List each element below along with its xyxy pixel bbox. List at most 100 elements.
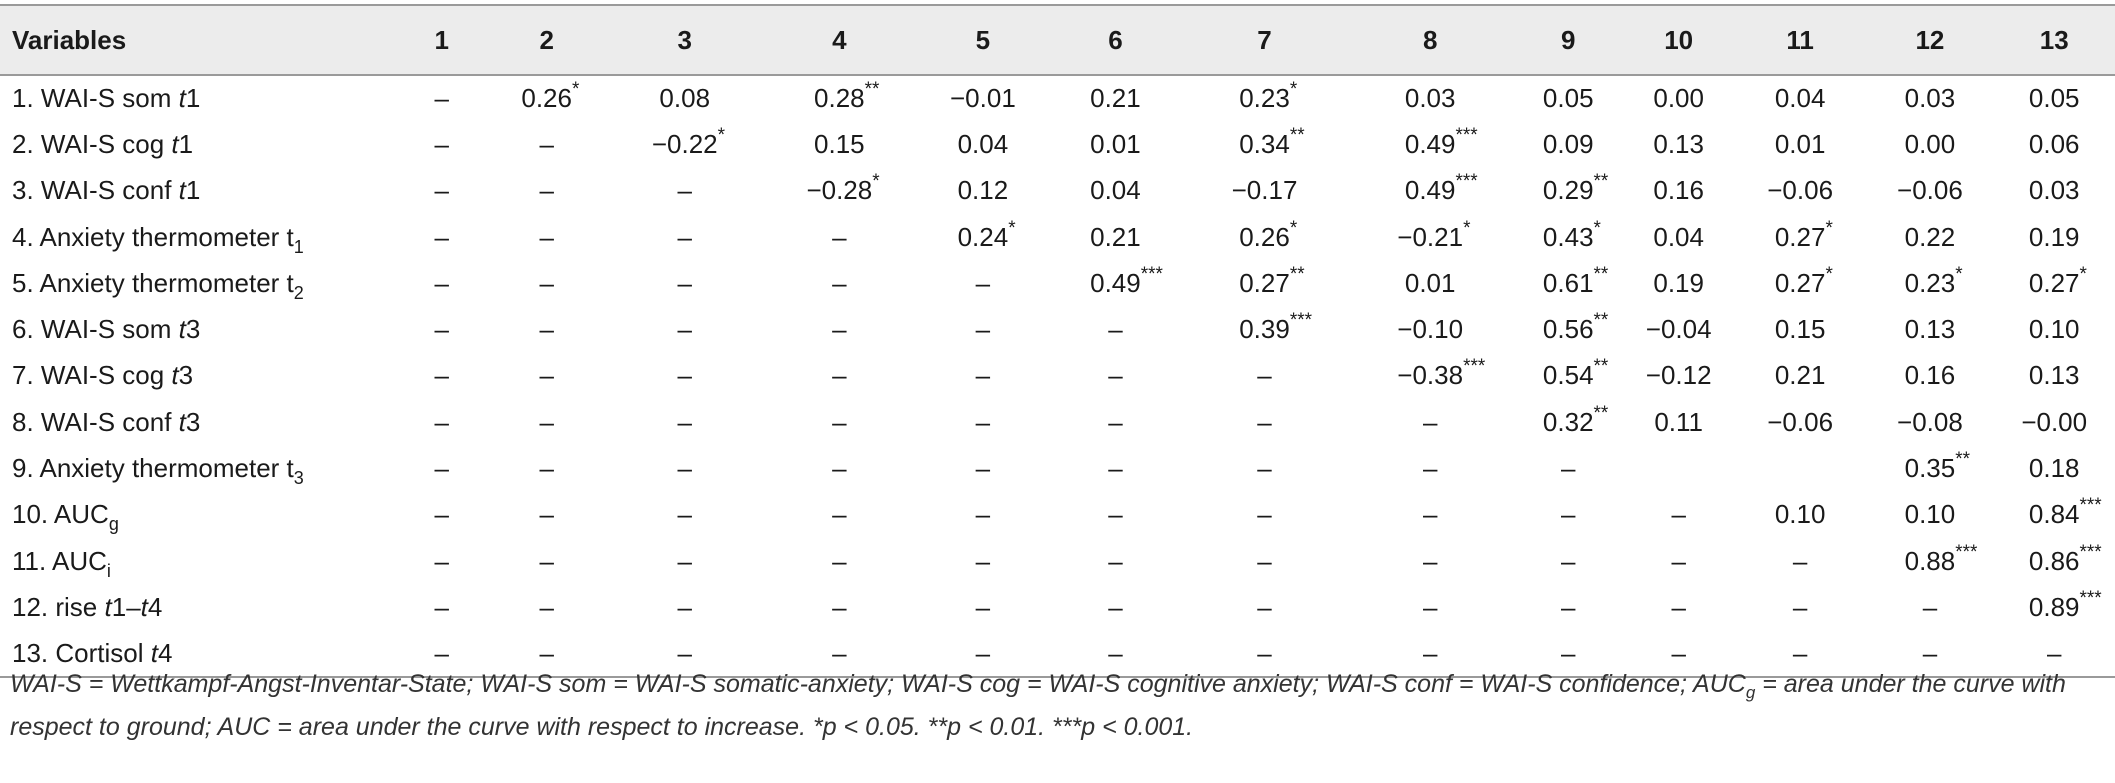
cell-value: – — [832, 591, 847, 622]
cell: −0.00 — [1993, 399, 2115, 445]
cell: – — [1182, 399, 1348, 445]
cell: 0.08 — [607, 75, 762, 121]
cell-value-wrap: – — [677, 592, 691, 623]
row-label: 10. AUCg — [0, 492, 398, 538]
cell-value-wrap: – — [1423, 592, 1437, 623]
cell: – — [607, 445, 762, 491]
cell-value: 0.10 — [2028, 314, 2080, 345]
cell-value: – — [677, 637, 692, 668]
cell: 0.86 *** — [1993, 538, 2115, 584]
cell-value: – — [539, 591, 554, 622]
cell: – — [762, 538, 917, 584]
cell-value: – — [1422, 637, 1438, 668]
cell-value-wrap: – — [1423, 638, 1437, 669]
cell-value: 0.18 — [2028, 453, 2080, 484]
cell-value: – — [434, 128, 449, 159]
row-label-pre: 5. Anxiety thermometer t — [12, 267, 294, 298]
cell: 0.26 * — [1182, 214, 1348, 260]
cell-value: 0.01 — [1090, 128, 1141, 159]
table-row: 12. rise t1–t4– – – – – – – – – – – –0.89 *** — [0, 584, 2115, 630]
cell-value-wrap: – — [832, 268, 846, 299]
cell-value-wrap: – — [435, 546, 449, 577]
cell: 0.13 — [1993, 353, 2115, 399]
cell-value-wrap: – — [1108, 407, 1122, 438]
cell-value-wrap: 0.56 ** — [1543, 310, 1608, 345]
cell-value-wrap: – — [1257, 592, 1271, 623]
cell: 0.54 ** — [1513, 353, 1623, 399]
cell-value: 0.06 — [2028, 128, 2080, 159]
cell-value: – — [832, 499, 847, 530]
footnote-text-2: = area under the curve with respect to g… — [10, 670, 2066, 741]
cell: – — [398, 121, 486, 167]
cell-value-wrap: – — [677, 407, 691, 438]
cell: – — [1049, 630, 1182, 678]
cell: −0.01 — [917, 75, 1050, 121]
cell-value: 0.32 — [1542, 406, 1594, 437]
cell: – — [917, 306, 1050, 352]
cell-value-wrap: 0.26 * — [521, 79, 579, 114]
cell-value-wrap: – — [435, 360, 449, 391]
header-col-6: 6 — [1049, 4, 1182, 76]
row-label-sub: 1 — [293, 236, 304, 257]
cell-value: 0.21 — [1090, 83, 1141, 114]
cell-value: – — [539, 406, 554, 437]
cell-value: 0.43 — [1542, 221, 1594, 252]
cell: – — [486, 538, 607, 584]
cell-value-wrap: – — [976, 638, 990, 669]
cell-value-wrap: 0.03 — [1405, 83, 1456, 114]
cell-value-wrap: – — [435, 129, 449, 160]
cell: −0.21 * — [1347, 214, 1513, 260]
cell: – — [485, 630, 608, 678]
cell: – — [1513, 630, 1624, 678]
cell-value-wrap: – — [1793, 638, 1807, 669]
cell: – — [1182, 353, 1348, 399]
cell: – — [762, 306, 917, 352]
cell-value-wrap: 0.19 — [2029, 222, 2080, 253]
cell: – — [1049, 445, 1182, 491]
cell-value-wrap: – — [1108, 592, 1122, 623]
cell-value-wrap: 0.06 — [2029, 129, 2080, 160]
cell-value-wrap: 0.23 * — [1239, 79, 1297, 114]
cell — [1623, 445, 1733, 491]
cell-value: – — [1422, 406, 1438, 437]
cell-value: – — [1108, 360, 1123, 391]
header-col-9: 9 — [1513, 4, 1624, 76]
row-label-pre: 2. WAI-S cog — [12, 128, 172, 159]
cell: – — [1049, 538, 1182, 584]
cell-value-wrap: 0.01 — [1775, 129, 1826, 160]
cell-value: – — [1108, 499, 1123, 530]
cell: 0.29 ** — [1513, 168, 1623, 214]
row-label: 4. Anxiety thermometer t1 — [0, 214, 398, 260]
cell-value-wrap: – — [1793, 546, 1807, 577]
cell-value-wrap: – — [832, 407, 846, 438]
header-col-5: 5 — [916, 4, 1050, 76]
cell-value-wrap: 0.89 *** — [2029, 588, 2102, 623]
cell-value: 0.39 — [1239, 314, 1290, 345]
cell-value: 0.05 — [1542, 83, 1594, 114]
row-label-post: 3 — [185, 314, 201, 345]
cell: – — [398, 260, 486, 306]
cell-value-wrap: – — [1923, 638, 1937, 669]
cell-value: – — [1257, 406, 1272, 437]
cell-value: – — [975, 314, 991, 345]
cell: – — [398, 538, 486, 584]
cell-value: 0.08 — [659, 83, 711, 114]
cell-value-wrap: – — [435, 592, 449, 623]
cell: −0.12 — [1623, 353, 1733, 399]
cell-value: – — [677, 360, 692, 391]
cell-value: – — [832, 360, 847, 391]
cell-value-wrap: – — [539, 407, 553, 438]
cell-value-wrap: – — [976, 314, 990, 345]
row-label-post: 1 — [185, 83, 201, 114]
cell-value: – — [1422, 545, 1438, 576]
significance-marker: *** — [1455, 124, 1478, 146]
cell-value: 0.28 — [814, 83, 865, 114]
cell: 0.03 — [1993, 168, 2115, 214]
significance-marker: *** — [2079, 587, 2102, 609]
cell-value: – — [1671, 499, 1686, 530]
cell: – — [398, 584, 486, 630]
cell: – — [1049, 399, 1182, 445]
cell-value-wrap: – — [677, 175, 691, 206]
cell-value: – — [434, 221, 449, 252]
